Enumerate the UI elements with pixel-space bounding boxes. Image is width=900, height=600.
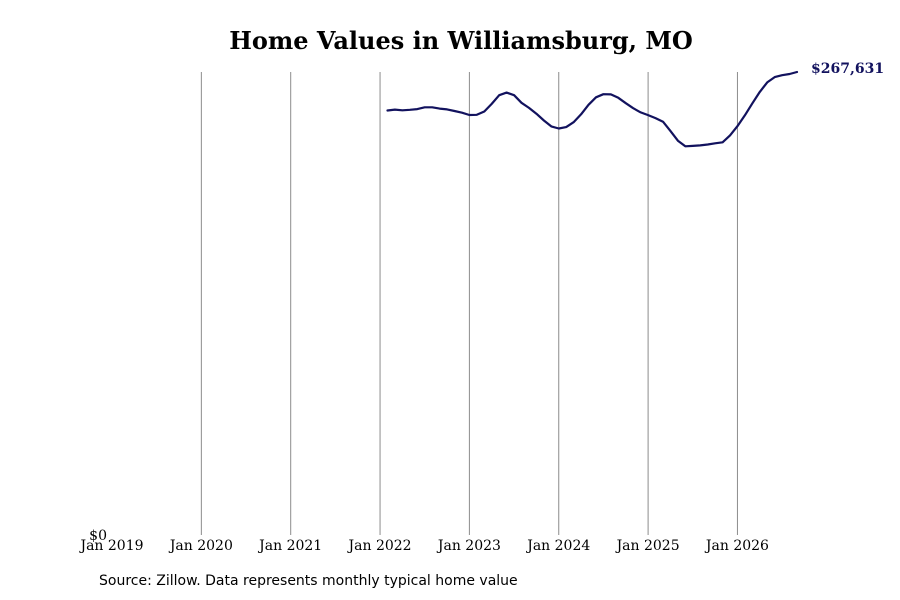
y-tick-label: $0 (89, 528, 107, 544)
x-tick-label: Jan 2019 (78, 538, 143, 554)
x-tick-label: Jan 2022 (347, 538, 412, 554)
end-value-label: $267,631 (811, 61, 884, 77)
x-tick-label: Jan 2020 (168, 538, 233, 554)
x-tick-label: Jan 2024 (525, 538, 590, 554)
x-tick-label: Jan 2023 (436, 538, 501, 554)
chart-title: Home Values in Williamsburg, MO (229, 26, 693, 55)
x-tick-label: Jan 2026 (704, 538, 769, 554)
x-tick-label: Jan 2025 (615, 538, 680, 554)
source-note: Source: Zillow. Data represents monthly … (99, 573, 518, 589)
x-tick-label: Jan 2021 (257, 538, 322, 554)
series-line (386, 70, 799, 148)
